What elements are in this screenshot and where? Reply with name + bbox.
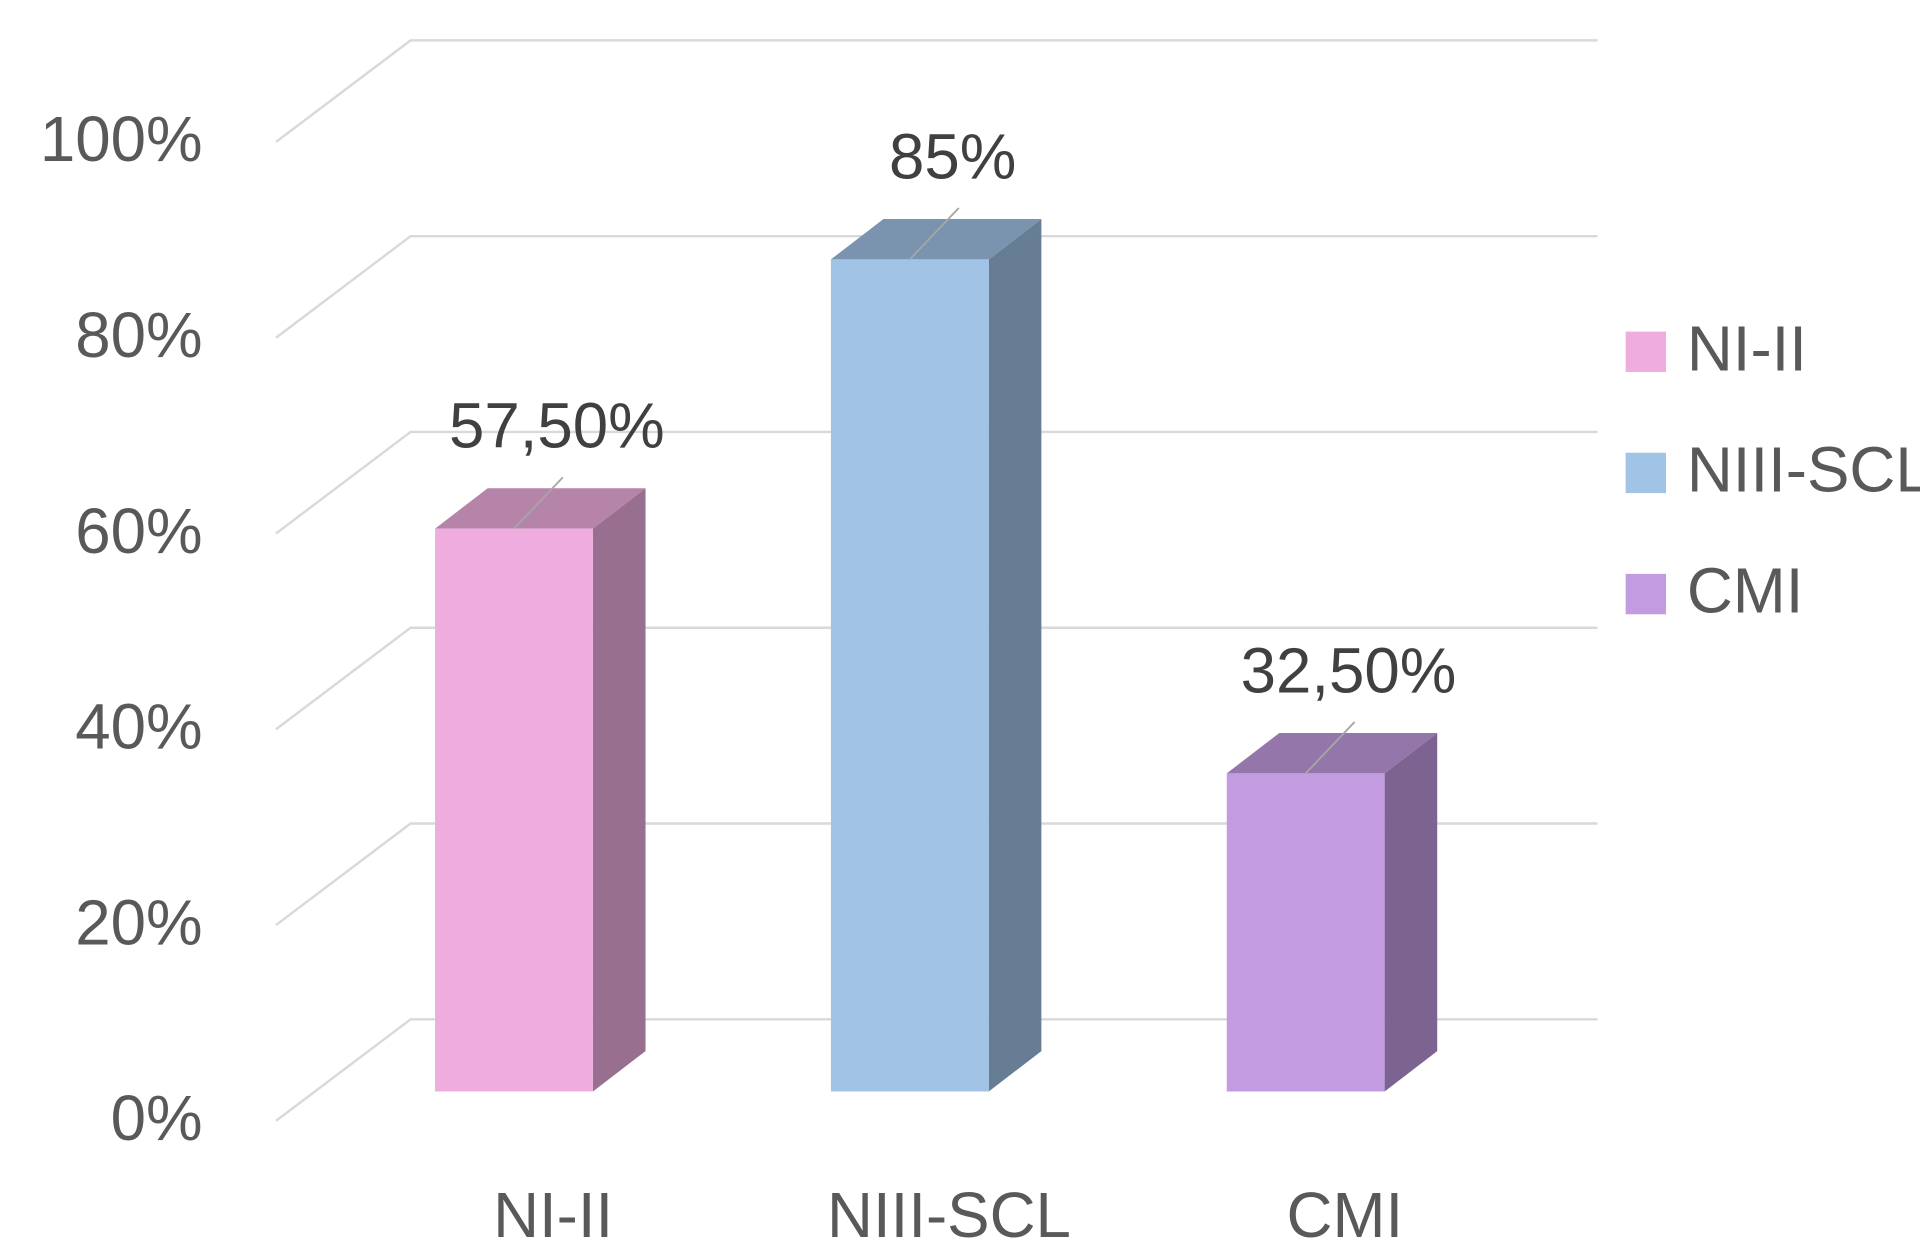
bar-top	[830, 219, 1042, 260]
grid-line	[275, 39, 1598, 143]
bar	[830, 259, 989, 1092]
bar-side	[1384, 732, 1438, 1092]
grid-line	[275, 430, 1598, 535]
x-tick-label: NI-II	[493, 1180, 613, 1251]
legend-swatch	[1625, 452, 1667, 494]
legend-swatch	[1625, 573, 1667, 615]
bar-top	[435, 488, 646, 529]
grid-line	[275, 822, 1598, 927]
bar-side	[988, 219, 1042, 1092]
bar-side	[592, 488, 646, 1092]
legend-swatch	[1625, 331, 1667, 372]
leader-line	[513, 476, 564, 530]
data-label: 57,50%	[449, 391, 665, 462]
leader-line	[909, 207, 960, 261]
legend-label: CMI	[1687, 556, 1804, 627]
x-tick-label: NIII-SCL	[827, 1180, 1071, 1251]
grid-line	[275, 234, 1598, 339]
y-tick-label: 40%	[75, 692, 202, 763]
y-tick-label: 80%	[75, 300, 202, 371]
y-tick-label: 0%	[111, 1083, 203, 1154]
y-tick-label: 60%	[75, 496, 202, 567]
grid-line	[275, 626, 1598, 731]
bar-top	[1226, 732, 1438, 774]
x-tick-label: CMI	[1287, 1180, 1404, 1251]
bar	[1226, 773, 1385, 1092]
leader-line	[1305, 721, 1356, 774]
y-tick-label: 100%	[40, 104, 203, 175]
bar	[435, 528, 593, 1092]
grid-line	[275, 1018, 1598, 1122]
y-tick-label: 20%	[75, 887, 202, 958]
legend-label: NIII-SCL	[1687, 435, 1920, 506]
legend-label: NI-II	[1687, 313, 1807, 384]
data-label: 32,50%	[1241, 635, 1457, 706]
data-label: 85%	[889, 121, 1016, 192]
